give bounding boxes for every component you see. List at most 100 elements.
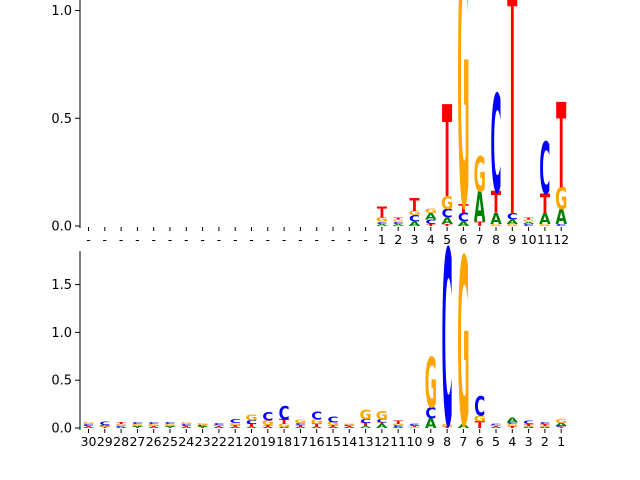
logo-letter-T: T: [83, 426, 94, 428]
x-position-label: -: [249, 232, 254, 247]
x-position-label: 25: [162, 434, 178, 449]
logo-letter-G: G: [522, 219, 534, 223]
logo-letter-T: T: [165, 427, 176, 429]
x-position-label: -: [347, 232, 352, 247]
logo-letter-A: A: [376, 223, 388, 227]
logo-letter-A: A: [229, 427, 242, 429]
logo-letter-G: G: [474, 148, 486, 203]
logo-letter-A: A: [197, 426, 210, 428]
logo-letter-A: A: [555, 205, 567, 229]
logo-panel-bottom: 0.00.51.01.530 29 28 27 26 25 24 23 22 21 20 19 18 17…: [51, 201, 567, 480]
logo-letter-G: G: [490, 223, 502, 227]
logo-letter-C: C: [523, 223, 534, 227]
logo-letter-C: C: [246, 419, 257, 425]
logo-letter-A: A: [523, 221, 535, 225]
logo-letter-G: G: [425, 343, 437, 423]
logo-letter-T: T: [409, 195, 420, 216]
logo-letter-A: A: [458, 423, 470, 429]
x-position-label: 12: [374, 434, 390, 449]
logo-letter-A: A: [262, 427, 275, 429]
x-position-label: 26: [146, 434, 162, 449]
logo-letter-C: C: [556, 223, 567, 227]
logo-letter-A: A: [360, 426, 373, 429]
logo-letter-C: C: [425, 404, 436, 423]
logo-letter-C: C: [83, 424, 94, 427]
x-position-label: -: [184, 232, 189, 247]
logo-letter-G: G: [213, 425, 225, 427]
x-position-label: 15: [325, 434, 341, 449]
logo-letter-C: C: [181, 424, 192, 427]
logo-letter-A: A: [409, 425, 422, 427]
logo-letter-C: C: [376, 419, 387, 424]
logo-letter-T: T: [442, 81, 452, 227]
logo-letter-C: C: [507, 212, 518, 222]
logo-letter-A: A: [132, 426, 145, 428]
logo-letter-A: A: [83, 427, 96, 429]
y-tick-label: 0.0: [51, 220, 72, 235]
logo-letter-A: A: [295, 427, 308, 429]
x-position-label: 4: [427, 232, 435, 247]
x-position-label: 9: [508, 232, 516, 247]
logo-letter-A: A: [392, 223, 404, 227]
logo-letter-T: T: [328, 425, 339, 428]
logo-letter-T: T: [149, 426, 160, 428]
logo-letter-C: C: [295, 423, 306, 426]
logo-letter-G: G: [148, 424, 160, 427]
x-position-label: 5: [443, 232, 451, 247]
logo-letter-A: A: [181, 427, 194, 429]
logo-letter-C: C: [230, 418, 241, 424]
x-position-label: 14: [341, 434, 357, 449]
logo-letter-C: C: [442, 201, 453, 480]
y-tick-label: 1.5: [51, 278, 72, 293]
logo-letter-G: G: [376, 216, 388, 223]
logo-letter-A: A: [148, 427, 161, 429]
logo-letter-G: G: [278, 423, 290, 428]
logo-letter-A: A: [539, 210, 551, 228]
logo-letter-T: T: [524, 424, 535, 427]
logo-letter-A: A: [507, 416, 519, 424]
x-position-label: 4: [508, 434, 516, 449]
x-position-label: 11: [390, 434, 406, 449]
logo-letter-T: T: [475, 220, 486, 227]
logo-letter-T: T: [442, 223, 453, 227]
logo-letter-T: T: [100, 427, 111, 429]
logo-letter-T: T: [181, 426, 192, 428]
logo-panel-top: 0.00.51.01.5------------------1234567891…: [51, 0, 569, 296]
x-position-label: 20: [244, 434, 260, 449]
logo-letter-A: A: [376, 423, 388, 429]
x-position-label: 10: [521, 232, 537, 247]
logo-letter-T: T: [214, 426, 225, 428]
logo-letter-C: C: [328, 415, 339, 424]
logo-letter-G: G: [474, 414, 486, 423]
logo-letter-A: A: [441, 216, 453, 226]
logo-letter-C: C: [491, 424, 502, 426]
logo-letter-C: C: [262, 410, 273, 424]
logo-letter-C: C: [132, 422, 143, 425]
logo-letter-A: A: [344, 427, 357, 429]
logo-letter-G: G: [457, 210, 469, 480]
x-position-label: -: [119, 232, 124, 247]
logo-letter-C: C: [409, 424, 420, 426]
x-position-label: 2: [394, 232, 402, 247]
x-position-label: 17: [292, 434, 308, 449]
logo-letter-G: G: [115, 424, 127, 427]
logo-letter-G: G: [245, 413, 257, 422]
x-position-label: 19: [260, 434, 276, 449]
logo-letter-C: C: [523, 421, 534, 426]
logo-letter-C: C: [99, 421, 110, 426]
x-position-label: -: [314, 232, 319, 247]
logo-letter-C: C: [539, 129, 550, 212]
x-position-label: 7: [459, 434, 467, 449]
logo-letter-A: A: [523, 427, 536, 429]
logo-letter-T: T: [116, 422, 127, 425]
logo-letter-A: A: [425, 212, 437, 222]
logo-letter-A: A: [278, 427, 291, 429]
logo-letter-T: T: [246, 423, 257, 428]
logo-letter-G: G: [359, 408, 371, 423]
logo-letter-G: G: [555, 181, 567, 216]
logo-letter-G: G: [490, 425, 502, 427]
logo-letter-T: T: [230, 425, 241, 428]
logo-letter-T: T: [409, 426, 420, 428]
logo-letter-A: A: [164, 426, 177, 428]
logo-letter-A: A: [474, 184, 486, 232]
